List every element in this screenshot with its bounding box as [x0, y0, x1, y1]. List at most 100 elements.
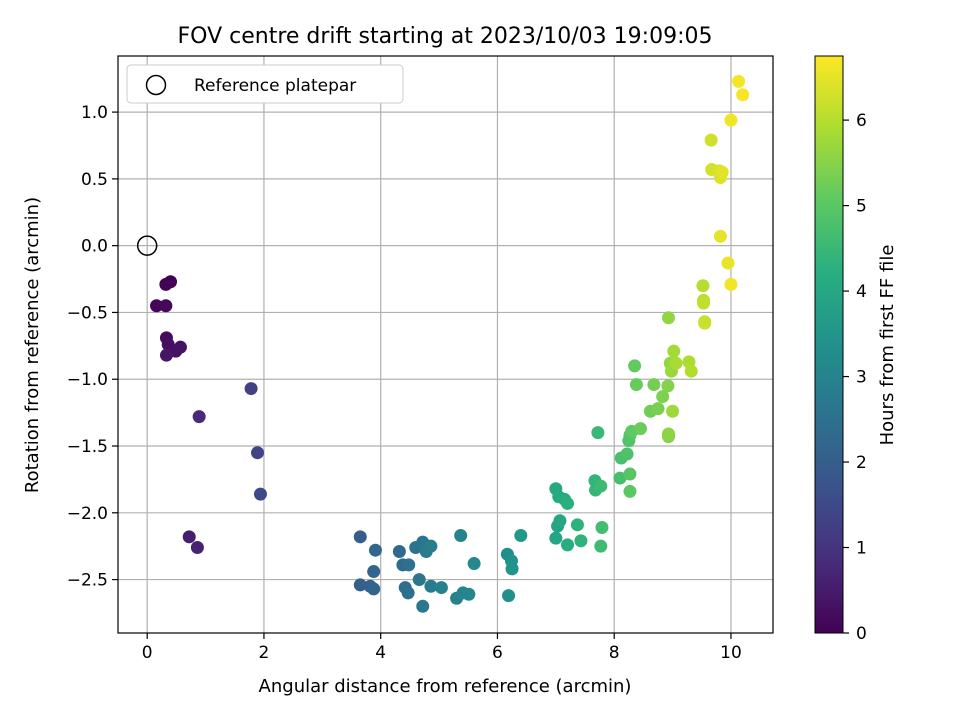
data-point: [698, 316, 712, 330]
chart-title: FOV centre drift starting at 2023/10/03 …: [178, 24, 713, 49]
data-point: [392, 545, 406, 559]
colorbar-tick-label: 5: [856, 197, 867, 217]
data-point: [353, 578, 367, 592]
plot-frame: [117, 55, 774, 634]
y-tick-label: −2.0: [67, 504, 108, 524]
x-tick-label: 2: [259, 643, 270, 663]
data-point: [661, 379, 675, 393]
data-point: [736, 88, 750, 102]
data-point: [416, 599, 430, 613]
data-point: [594, 479, 608, 493]
x-tick-label: 0: [142, 643, 153, 663]
y-tick-label: 1.0: [81, 103, 108, 123]
data-point: [251, 446, 265, 460]
y-tick-label: −0.5: [67, 303, 108, 323]
data-point: [192, 410, 206, 424]
colorbar-ticks: 0 1 2 3 4 5 6: [843, 111, 867, 644]
data-point: [253, 487, 267, 501]
data-point: [684, 364, 698, 378]
data-point: [561, 538, 575, 552]
y-tick-label: 0.0: [81, 237, 108, 257]
data-point: [159, 277, 173, 291]
data-point: [594, 539, 608, 553]
data-point: [724, 113, 738, 127]
data-point: [502, 589, 516, 603]
data-point: [402, 558, 416, 572]
data-point: [662, 311, 676, 325]
colorbar-tick-label: 6: [856, 111, 867, 131]
data-point: [462, 587, 476, 601]
y-tick-label: 0.5: [81, 170, 108, 190]
colorbar-tick-label: 2: [856, 453, 867, 473]
data-point: [667, 344, 681, 358]
data-point: [467, 557, 481, 571]
data-point: [514, 528, 528, 542]
data-point: [424, 539, 438, 553]
x-axis-ticks: 0 2 4 6 8 10: [142, 633, 742, 663]
data-point: [367, 565, 381, 579]
data-point: [713, 229, 727, 243]
x-axis-label: Angular distance from reference (arcmin): [259, 676, 632, 697]
data-point: [190, 541, 204, 555]
data-point: [724, 277, 738, 291]
data-point: [704, 133, 718, 147]
data-point: [368, 543, 382, 557]
data-point: [669, 356, 683, 370]
data-point: [629, 378, 643, 392]
data-point: [666, 404, 680, 418]
data-point: [505, 562, 519, 576]
data-point: [353, 530, 367, 544]
x-tick-label: 8: [609, 643, 620, 663]
legend-entry-label: Reference platepar: [194, 76, 356, 96]
data-point: [656, 390, 670, 404]
colorbar-tick-label: 3: [856, 368, 867, 388]
data-point: [651, 402, 665, 416]
data-point: [570, 518, 584, 532]
data-point: [150, 299, 164, 313]
data-point: [715, 165, 729, 179]
data-point: [721, 256, 735, 270]
data-point: [696, 279, 710, 293]
data-point: [412, 573, 426, 587]
colorbar-gradient: [814, 55, 844, 634]
colorbar-tick-label: 0: [856, 624, 867, 644]
legend-reference-icon: [145, 74, 167, 96]
legend-box: [126, 64, 404, 104]
data-point: [159, 299, 173, 313]
data-point: [697, 296, 711, 310]
x-tick-label: 4: [375, 643, 386, 663]
data-point: [244, 382, 258, 396]
y-tick-label: −2.5: [67, 571, 108, 591]
data-point: [182, 530, 196, 544]
data-point: [620, 447, 634, 461]
data-point: [401, 586, 415, 600]
y-gridlines: [118, 111, 773, 581]
data-point: [633, 422, 647, 436]
data-point: [424, 579, 438, 593]
data-point: [613, 471, 627, 485]
data-point: [561, 496, 575, 510]
data-point: [623, 484, 637, 498]
data-point: [454, 528, 468, 542]
y-axis-ticks: 1.0 0.5 0.0 −0.5 −1.0 −1.5 −2.0 −2.5: [67, 103, 118, 591]
colorbar-label: Hours from first FF file: [877, 245, 898, 446]
scatter-points: [150, 74, 750, 613]
data-point: [549, 531, 563, 545]
colorbar-tick-label: 1: [856, 539, 867, 559]
x-tick-label: 10: [720, 643, 742, 663]
x-tick-label: 6: [492, 643, 503, 663]
data-point: [647, 378, 661, 392]
data-point: [591, 426, 605, 440]
data-point: [732, 74, 746, 88]
reference-platepar-marker: [136, 235, 158, 256]
data-point: [623, 467, 637, 481]
data-point: [173, 340, 187, 354]
data-point: [662, 427, 676, 441]
data-point: [434, 581, 448, 595]
data-point: [367, 582, 381, 596]
y-tick-label: −1.0: [67, 370, 108, 390]
data-point: [553, 514, 567, 528]
y-axis-label: Rotation from reference (arcmin): [22, 197, 43, 493]
data-point: [595, 520, 609, 534]
